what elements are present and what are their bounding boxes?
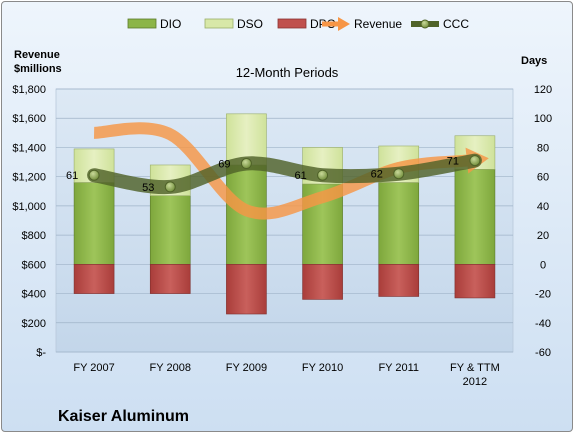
y-left-title-line1: Revenue <box>14 49 60 61</box>
plot-area <box>55 88 514 353</box>
ccc-point <box>317 169 329 181</box>
y-right-tick-label: -20 <box>535 289 551 301</box>
y-right-tick-label: 0 <box>540 259 546 271</box>
y-right-title: Days <box>521 55 547 67</box>
chart-title: 12-Month Periods <box>236 65 339 80</box>
bar-dio <box>149 195 191 265</box>
bar-dpo <box>73 264 115 294</box>
y-left-tick-label: $1,000 <box>12 201 46 213</box>
legend-item-ccc: CCC <box>411 17 469 31</box>
ccc-data-label: 71 <box>447 156 459 168</box>
y-right-ticks: -60 -40 -20 0 20 40 60 80 100 120 <box>534 84 552 359</box>
x-tick-label: FY 2008 <box>150 362 191 374</box>
ccc-point <box>469 155 481 167</box>
bar-dio <box>454 169 496 265</box>
ccc-point <box>88 169 100 181</box>
x-tick-label: FY 2010 <box>302 362 343 374</box>
y-left-tick-label: $400 <box>22 289 46 301</box>
bar-dso <box>226 113 267 166</box>
bars <box>73 113 496 315</box>
legend-label-dio: DIO <box>160 17 181 31</box>
y-right-tick-label: 120 <box>534 84 552 96</box>
y-right-tick-label: 60 <box>537 172 549 184</box>
y-right-tick-label: 80 <box>537 142 549 154</box>
ccc-data-label: 53 <box>142 182 154 194</box>
x-axis-ticks: FY 2007 FY 2008 FY 2009 FY 2010 FY 2011 FY & … <box>73 362 499 388</box>
ccc-line <box>87 153 482 195</box>
bar-dpo <box>149 264 191 294</box>
bar-dio <box>378 182 420 265</box>
y-right-tick-label: 20 <box>537 230 549 242</box>
bar-dpo <box>454 264 496 299</box>
ccc-data-label: 69 <box>218 159 230 171</box>
ccc-point <box>240 158 252 170</box>
y-left-title-line2: $millions <box>14 63 62 75</box>
x-tick-label: FY 2007 <box>73 362 114 374</box>
y-right-tick-label: -60 <box>535 347 551 359</box>
bar-dpo <box>378 264 420 297</box>
x-tick-label: FY & TTM <box>450 362 500 374</box>
x-tick-label: 2012 <box>463 376 487 388</box>
legend-label-ccc: CCC <box>443 17 469 31</box>
x-tick-label: FY 2009 <box>226 362 267 374</box>
legend-item-revenue: Revenue <box>322 17 402 31</box>
y-left-tick-label: $1,600 <box>12 113 46 125</box>
legend-item-dso: DSO <box>204 17 263 31</box>
y-left-tick-label: $1,800 <box>12 84 46 96</box>
y-left-tick-label: $800 <box>22 230 46 242</box>
y-right-tick-label: 40 <box>537 201 549 213</box>
ccc-data-label: 62 <box>371 169 383 181</box>
ccc-data-label: 61 <box>66 170 78 182</box>
ccc-data-labels: 61 53 69 61 62 71 <box>66 156 459 194</box>
bar-dio <box>73 182 115 265</box>
ccc-point <box>393 168 405 180</box>
y-left-ticks: $- $200 $400 $600 $800 $1,000 $1,200 $1,400 $1,6… <box>12 84 46 359</box>
x-tick-label: FY 2011 <box>378 362 419 374</box>
bar-dpo <box>302 264 343 300</box>
y-left-tick-label: $600 <box>22 259 46 271</box>
y-left-tick-label: $200 <box>22 318 46 330</box>
y-right-tick-label: 100 <box>534 113 552 125</box>
bar-dpo <box>226 264 267 315</box>
legend-label-revenue: Revenue <box>354 17 402 31</box>
y-right-tick-label: -40 <box>535 318 551 330</box>
gridlines <box>56 88 513 353</box>
ccc-series <box>87 153 482 195</box>
company-name: Kaiser Aluminum <box>58 408 189 425</box>
legend-item-dio: DIO <box>127 17 181 31</box>
y-left-tick-label: $- <box>36 347 46 359</box>
ccc-point <box>164 181 176 193</box>
legend-label-dso: DSO <box>237 17 263 31</box>
y-left-tick-label: $1,400 <box>12 142 46 154</box>
y-left-tick-label: $1,200 <box>12 172 46 184</box>
ccc-data-label: 61 <box>294 170 306 182</box>
legend: DIO DSO DPO Revenue CCC <box>127 17 469 31</box>
